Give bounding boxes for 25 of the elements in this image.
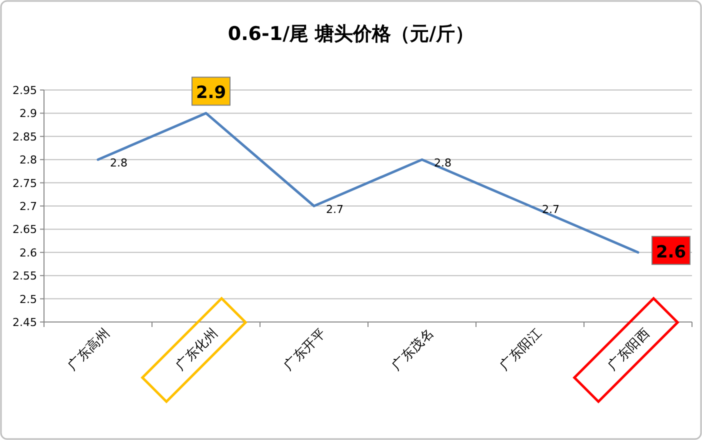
y-tick-label: 2.5 bbox=[20, 292, 37, 306]
data-label: 2.8 bbox=[110, 156, 128, 170]
y-tick-label: 2.65 bbox=[12, 223, 37, 236]
y-tick-label: 2.75 bbox=[12, 176, 37, 190]
x-tick-label: 广东开平 bbox=[281, 326, 329, 374]
x-tick-label: 广东茂名 bbox=[389, 326, 437, 374]
data-label: 2.6 bbox=[656, 242, 686, 262]
x-tick-label: 广东阳江 bbox=[497, 326, 545, 374]
data-label: 2.7 bbox=[326, 203, 344, 216]
data-label: 2.9 bbox=[196, 83, 226, 104]
x-tick-label: 广东化州 bbox=[173, 326, 221, 374]
data-label: 2.7 bbox=[542, 203, 560, 216]
chart-title: 0.6-1/尾 塘头价格（元/斤） bbox=[228, 23, 474, 45]
data-label: 2.8 bbox=[434, 156, 452, 170]
y-tick-label: 2.8 bbox=[20, 154, 37, 167]
y-tick-label: 2.9 bbox=[20, 107, 37, 120]
y-tick-label: 2.85 bbox=[12, 130, 37, 144]
y-tick-label: 2.7 bbox=[20, 200, 37, 213]
y-tick-label: 2.95 bbox=[12, 84, 37, 97]
y-tick-label: 2.45 bbox=[12, 316, 37, 329]
y-tick-label: 2.6 bbox=[20, 246, 37, 260]
x-tick-label: 广东阳西 bbox=[605, 326, 653, 374]
line-series bbox=[96, 112, 640, 254]
x-tick-label: 广东高州 bbox=[64, 326, 113, 374]
y-tick-label: 2.55 bbox=[12, 270, 37, 283]
